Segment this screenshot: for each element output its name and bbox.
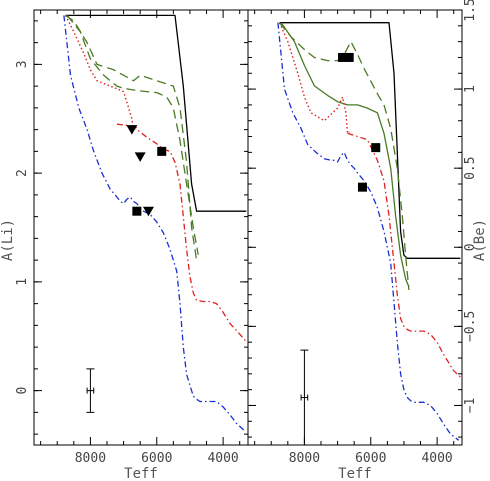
- model-curve-dash-dot: [63, 15, 246, 432]
- model-curve-long-dash: [66, 14, 199, 255]
- data-point-square: [357, 182, 367, 192]
- y-tick-label: 2: [15, 169, 30, 177]
- x-axis-label: Teff: [338, 466, 372, 481]
- y-tick-label: 1: [463, 85, 478, 93]
- x-tick-label: 4000: [207, 451, 238, 466]
- model-curve-dash-dot: [277, 22, 460, 441]
- panel-left-li: 8000 6000 4000 0 1 2 3 Teff A(Li): [0, 9, 249, 481]
- model-curve-dash-dot: [116, 123, 247, 343]
- model-curve-long-dash: [278, 22, 410, 291]
- x-tick-label: 8000: [75, 451, 106, 466]
- model-curve-dotted: [64, 15, 138, 131]
- y-tick-label: −1: [463, 398, 478, 414]
- y-tick-label: 1.5: [463, 0, 478, 22]
- plot-area: [63, 14, 247, 432]
- x-tick-label: 6000: [141, 451, 172, 466]
- representative-error-bar: [300, 349, 309, 445]
- y-tick-label: −0.5: [463, 311, 478, 342]
- panel-right-be: 8000 6000 4000 −1 −0.5 0 0.5 1 1.5 Teff A(Be): [247, 0, 488, 481]
- y-tick-label: 0: [463, 243, 478, 251]
- representative-error-bar: [86, 368, 95, 413]
- data-point-upper-limit: [134, 152, 146, 162]
- y-tick-label: 3: [15, 60, 30, 68]
- data-point-square: [344, 52, 354, 62]
- data-point-upper-limit: [126, 125, 138, 135]
- data-point-square: [338, 52, 348, 62]
- plot-frame: [247, 9, 463, 446]
- x-tick-label: 8000: [289, 451, 320, 466]
- data-point-square: [371, 143, 381, 153]
- x-tick-label: 4000: [421, 451, 452, 466]
- model-curve-dash-dot: [347, 132, 461, 378]
- y-tick-label: 0: [15, 387, 30, 395]
- x-tick-label: 6000: [355, 451, 386, 466]
- plot-area: [277, 22, 461, 445]
- plot-frame: [33, 9, 249, 446]
- model-curve-solid: [65, 14, 247, 212]
- data-point-upper-limit: [142, 206, 154, 217]
- model-curve-solid: [280, 22, 410, 288]
- y-tick-label: 0.5: [463, 156, 478, 179]
- y-axis-label: A(Be): [472, 219, 488, 261]
- y-axis-label: A(Li): [0, 219, 16, 261]
- model-curve-dotted: [278, 22, 350, 135]
- data-point-square: [157, 146, 167, 156]
- model-curve-long-dash: [65, 14, 198, 261]
- data-point-square: [132, 206, 142, 216]
- y-tick-label: 1: [15, 278, 30, 286]
- x-axis-label: Teff: [124, 466, 158, 481]
- model-curve-solid: [279, 22, 461, 259]
